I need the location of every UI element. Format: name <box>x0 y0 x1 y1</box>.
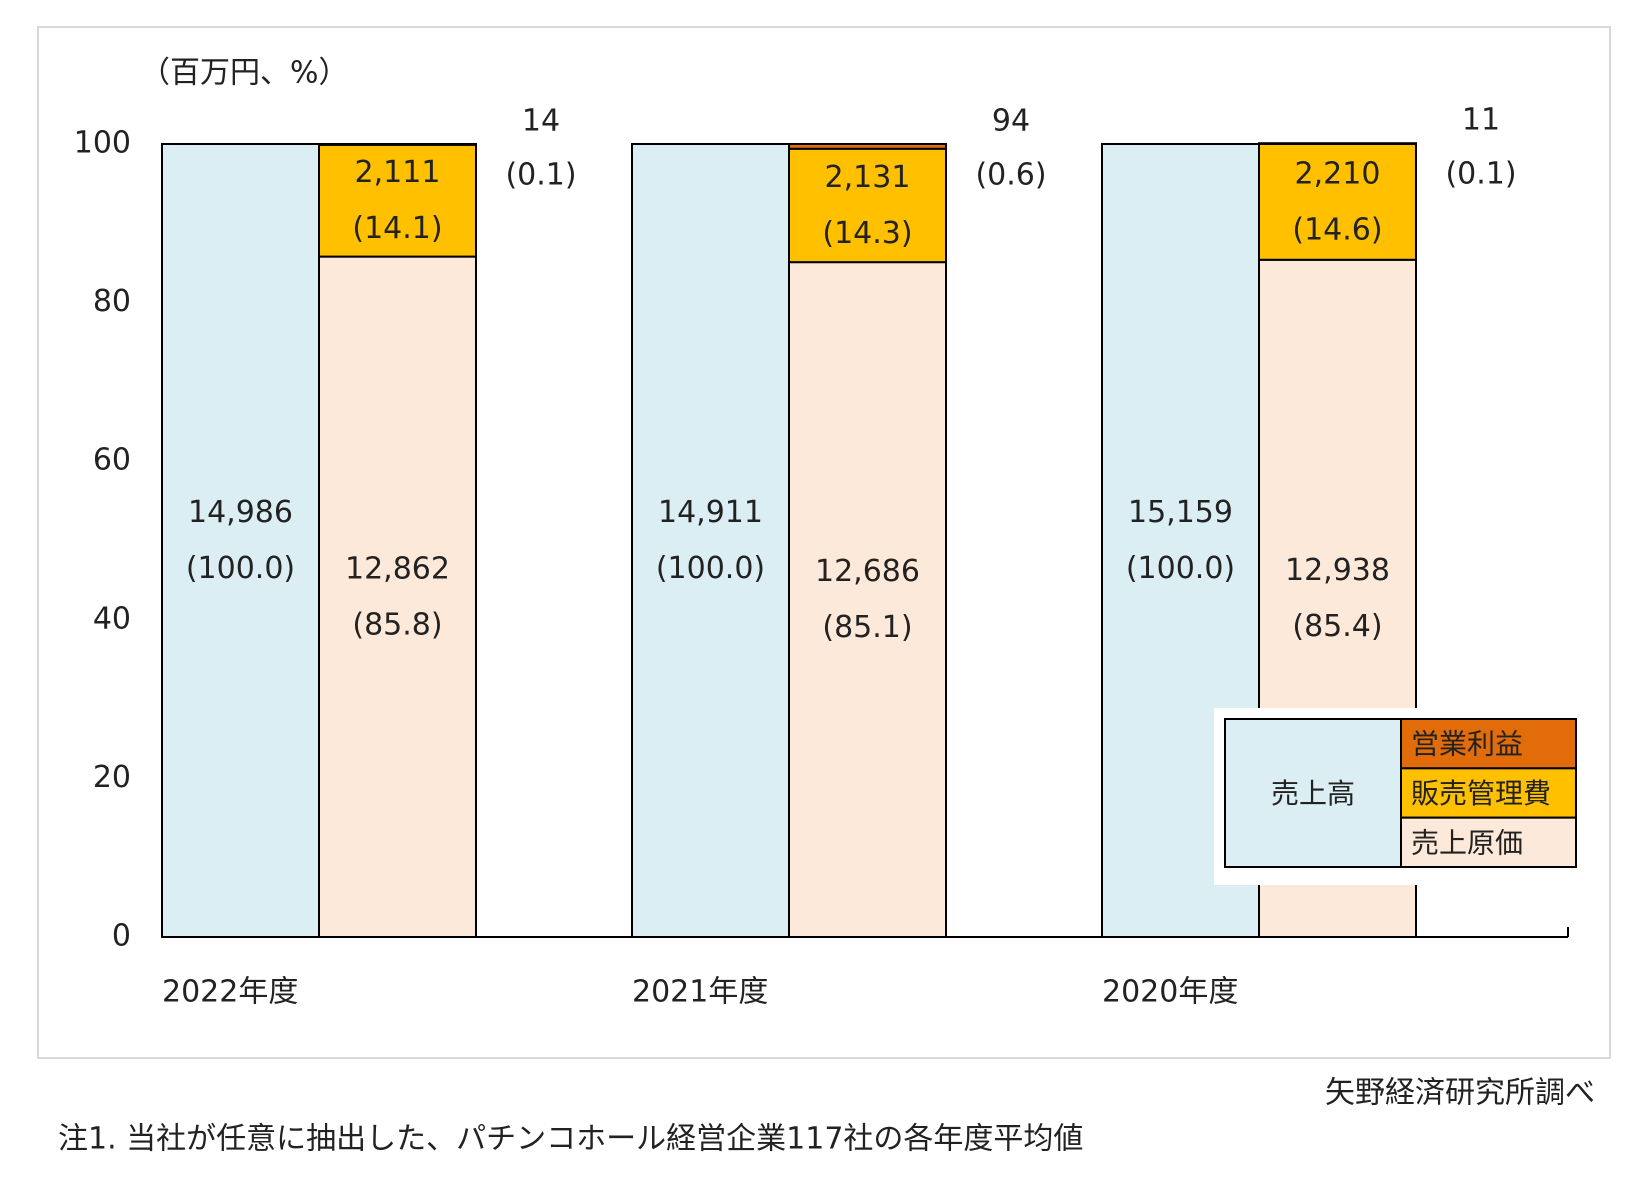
bar-segment <box>161 143 320 938</box>
legend-swatch <box>1400 816 1577 869</box>
source: 矢野経済研究所調べ <box>1325 1076 1595 1111</box>
amount-label: 14 <box>522 104 560 139</box>
legend-swatch <box>1400 767 1577 819</box>
y-tick-label: 100 <box>74 126 131 161</box>
value-label: (100.0) <box>656 551 765 586</box>
x-tick-label: 2021年度 <box>632 975 768 1010</box>
amount-label: 14,911 <box>658 495 763 530</box>
amount-label: 2,131 <box>825 160 911 195</box>
bar-segment <box>318 143 477 146</box>
amount-label: 2,210 <box>1295 156 1381 191</box>
amount-label: 2,111 <box>355 155 441 190</box>
value-label: (14.6) <box>1292 212 1382 247</box>
y-tick-label: 80 <box>93 284 131 319</box>
y-tick-label: 60 <box>93 443 131 478</box>
bar-segment <box>788 261 947 939</box>
bar-segment <box>318 143 477 258</box>
value-label: (85.4) <box>1292 609 1382 644</box>
amount-label: 94 <box>992 104 1030 139</box>
value-label: (85.8) <box>352 607 442 642</box>
value-label: (0.1) <box>505 158 576 193</box>
amount-label: 11 <box>1462 103 1500 138</box>
amount-label: 14,986 <box>188 495 293 530</box>
y-tick-label: 20 <box>93 760 131 795</box>
legend-swatch <box>1400 718 1577 770</box>
bar-segment <box>1258 142 1417 146</box>
bar-segment <box>318 255 477 938</box>
bar-segment <box>1258 143 1417 261</box>
amount-label: 15,159 <box>1128 495 1233 530</box>
value-label: (100.0) <box>186 551 295 586</box>
y-tick-label: 0 <box>112 919 131 954</box>
value-label: (85.1) <box>822 610 912 645</box>
value-label: (14.1) <box>352 211 442 246</box>
bar-segment <box>788 143 947 150</box>
units-label: （百万円、%） <box>140 56 349 91</box>
legend-swatch <box>1224 718 1402 868</box>
legend-label: 売上原価 <box>1411 826 1523 859</box>
bar-segment <box>631 143 790 938</box>
amount-label: 12,862 <box>345 551 450 586</box>
value-label: (0.6) <box>975 158 1046 193</box>
value-label: (100.0) <box>1126 551 1235 586</box>
value-label: (14.3) <box>822 216 912 251</box>
y-tick-label: 40 <box>93 601 131 636</box>
amount-label: 12,938 <box>1285 553 1390 588</box>
value-label: (0.1) <box>1445 157 1516 192</box>
x-tick-label: 2022年度 <box>162 975 298 1010</box>
note: 注1. 当社が任意に抽出した、パチンコホール経営企業117社の各年度平均値 <box>58 1122 1083 1157</box>
legend-label: 販売管理費 <box>1411 777 1551 810</box>
legend-label: 売上高 <box>1271 777 1355 810</box>
x-tick-label: 2020年度 <box>1102 975 1238 1010</box>
legend-label: 営業利益 <box>1411 728 1523 761</box>
amount-label: 12,686 <box>815 554 920 589</box>
